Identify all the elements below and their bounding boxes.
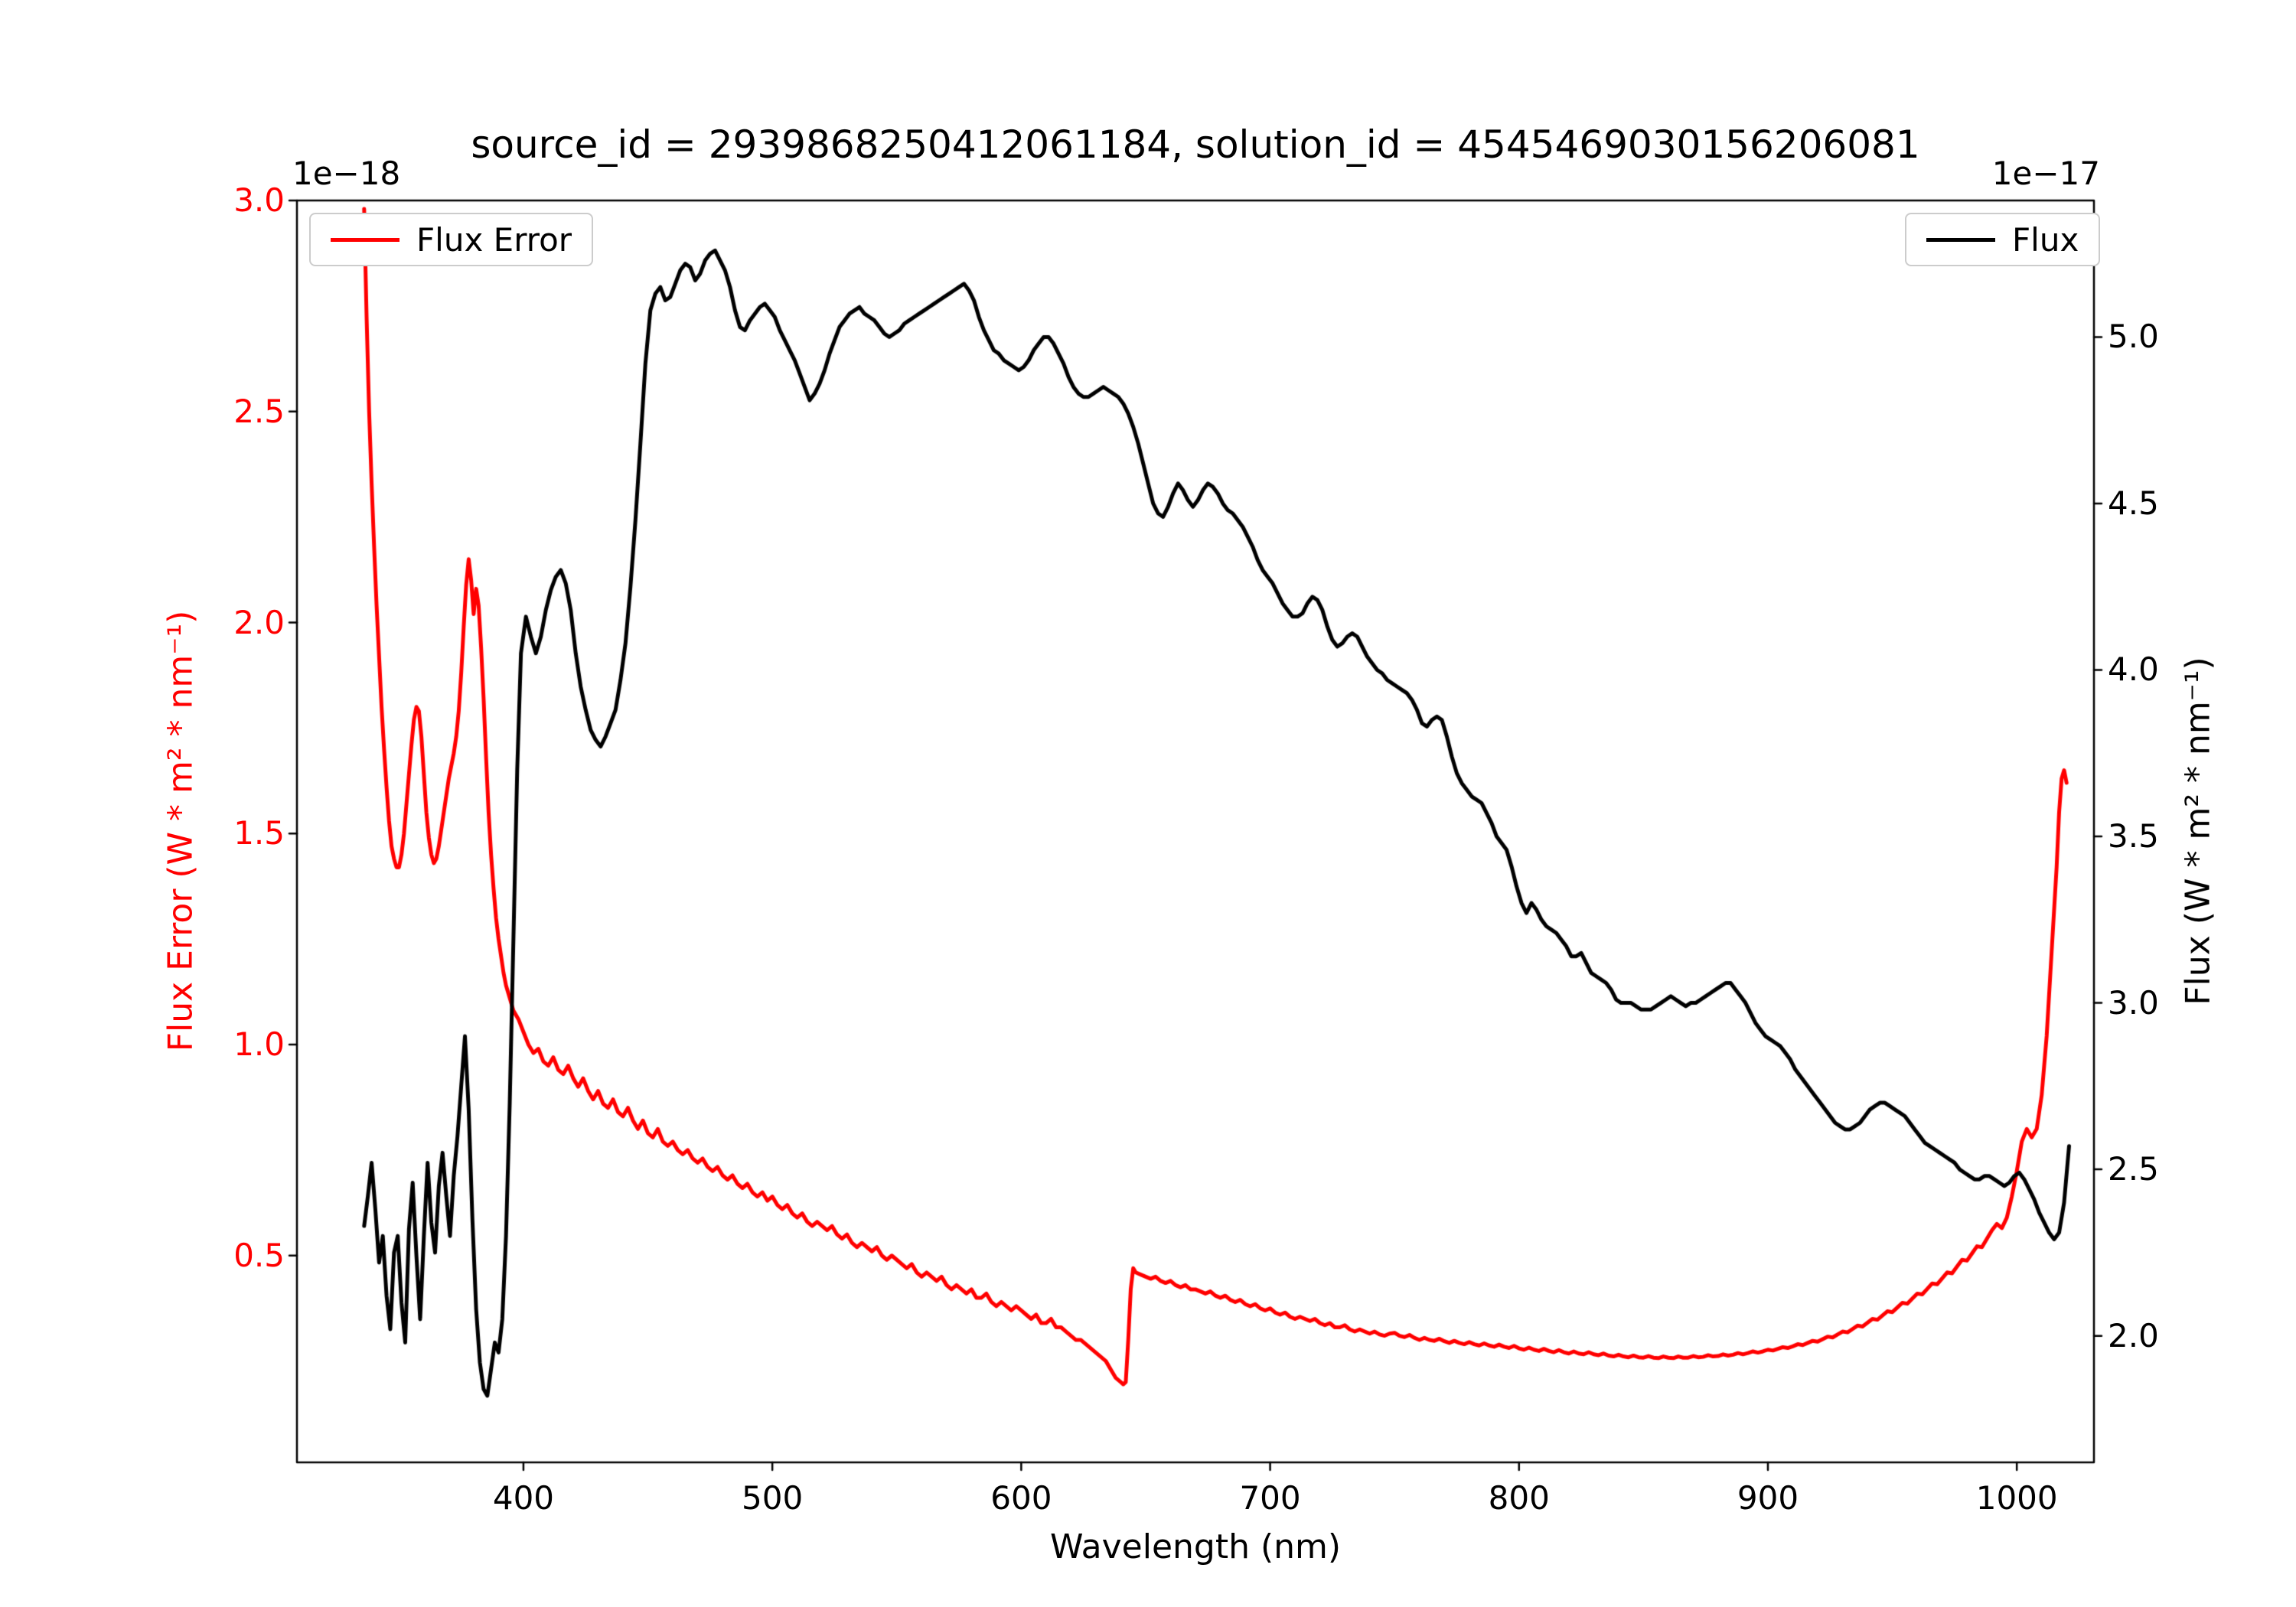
right-y-tick-label-2.5: 2.5 [2108,1150,2159,1188]
flux-line-sample [1926,237,1995,242]
right-y-tick-label-3.5: 3.5 [2108,817,2159,856]
legend-flux: Flux [1905,213,2101,266]
right-y-tick-label-2.0: 2.0 [2108,1316,2159,1354]
x-tick-label-800: 800 [1488,1479,1550,1517]
legend-flux-label: Flux [2012,220,2079,259]
chart-title: source_id = 2939868250412061184, solutio… [471,122,1920,167]
left-y-tick-label-0.5: 0.5 [233,1236,285,1274]
right-y-tick-label-3.0: 3.0 [2108,983,2159,1022]
right-y-tick-label-4.5: 4.5 [2108,484,2159,522]
right-y-tick-label-4.0: 4.0 [2108,650,2159,689]
x-tick-label-900: 900 [1737,1479,1799,1517]
left-y-tick-label-2.5: 2.5 [233,392,285,430]
right-axis-offset-text: 1e−17 [1991,155,2100,192]
right-y-tick-label-5.0: 5.0 [2108,318,2159,356]
legend-flux-error: Flux Error [309,213,594,266]
left-y-tick-label-1.5: 1.5 [233,814,285,852]
left-axis-offset-text: 1e−18 [292,155,401,192]
x-tick-label-1000: 1000 [1975,1479,2058,1517]
x-axis-label: Wavelength (nm) [1049,1527,1342,1566]
x-tick-label-700: 700 [1239,1479,1301,1517]
x-tick-label-500: 500 [742,1479,804,1517]
x-tick-label-600: 600 [990,1479,1052,1517]
left-y-tick-label-2.0: 2.0 [233,603,285,641]
x-tick-label-400: 400 [492,1479,555,1517]
flux-error-line-sample [331,237,400,242]
legend-flux-error-label: Flux Error [416,220,572,259]
left-y-tick-label-1.0: 1.0 [233,1025,285,1063]
left-y-tick-label-3.0: 3.0 [233,181,285,219]
